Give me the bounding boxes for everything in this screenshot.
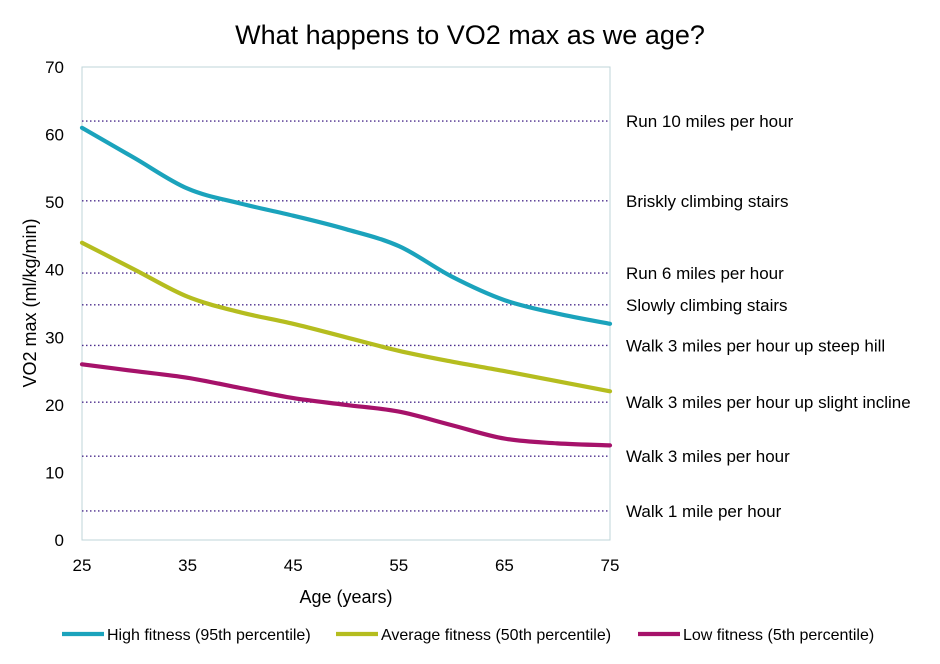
x-axis-tick-labels: 25 35 45 55 65 75: [73, 556, 620, 575]
plot-area-border: [81, 66, 611, 541]
reference-line-label: Run 10 miles per hour: [626, 112, 794, 131]
reference-line-label: Briskly climbing stairs: [626, 192, 788, 211]
reference-line-label: Walk 3 miles per hour up slight incline: [626, 393, 911, 412]
reference-line-label: Walk 1 mile per hour: [626, 502, 782, 521]
reference-line-label: Walk 3 miles per hour: [626, 447, 790, 466]
x-tick-label: 65: [495, 556, 514, 575]
legend: High fitness (95th percentile) Average fi…: [62, 627, 874, 644]
x-tick-label: 75: [601, 556, 620, 575]
x-tick-label: 45: [284, 556, 303, 575]
chart-title: What happens to VO2 max as we age?: [235, 20, 705, 50]
y-tick-label: 30: [45, 328, 64, 347]
series-line-2: [79, 240, 613, 394]
x-tick-label: 55: [389, 556, 408, 575]
y-tick-label: 20: [45, 396, 64, 415]
x-tick-label: 35: [178, 556, 197, 575]
series-line-1: [79, 125, 613, 326]
legend-label: High fitness (95th percentile): [107, 627, 311, 644]
x-axis-label: Age (years): [299, 587, 392, 607]
reference-line-label: Slowly climbing stairs: [626, 296, 788, 315]
y-tick-label: 40: [45, 261, 64, 280]
x-tick-label: 25: [73, 556, 92, 575]
series-line-3: [79, 362, 613, 448]
series-lines: [79, 125, 613, 448]
y-tick-label: 60: [45, 126, 64, 145]
y-tick-label: 0: [55, 531, 64, 550]
y-tick-label: 50: [45, 193, 64, 212]
reference-line-label: Walk 3 miles per hour up steep hill: [626, 336, 885, 355]
reference-lines: Run 10 miles per hour Briskly climbing st…: [82, 112, 911, 521]
y-tick-label: 70: [45, 58, 64, 77]
reference-line-label: Run 6 miles per hour: [626, 264, 784, 283]
legend-label: Low fitness (5th percentile): [683, 627, 874, 644]
y-axis-label: VO2 max (ml/kg/min): [20, 218, 40, 387]
y-tick-label: 10: [45, 463, 64, 482]
y-axis-tick-labels: 0 10 20 30 40 50 60 70: [45, 58, 64, 550]
legend-label: Average fitness (50th percentile): [381, 627, 611, 644]
